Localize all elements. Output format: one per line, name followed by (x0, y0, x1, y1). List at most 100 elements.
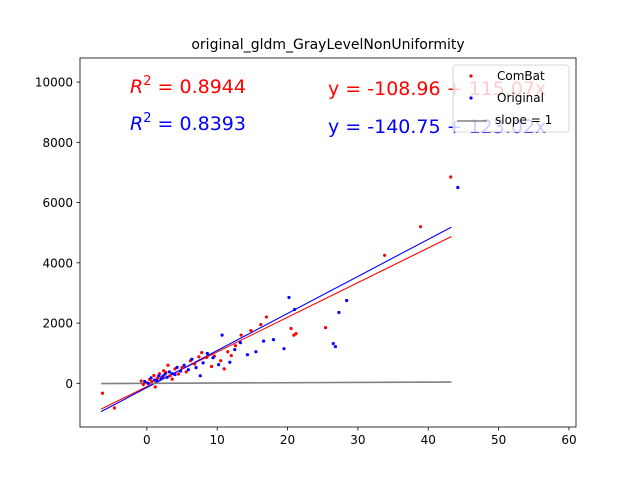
y-tick-label: 4000 (42, 256, 73, 270)
data-point-original (271, 338, 276, 342)
y-tick-label: 2000 (42, 317, 73, 331)
data-point-combat (141, 382, 145, 387)
x-tick-label: 40 (421, 433, 436, 447)
fit-line-3 (100, 226, 452, 413)
x-tick-label: 60 (561, 433, 576, 447)
x-tick-label: 10 (210, 433, 225, 447)
data-point-original (161, 374, 165, 378)
data-point-original (155, 379, 159, 383)
data-point-combat (150, 379, 154, 384)
data-point-combat (229, 354, 233, 358)
data-point-original (331, 341, 335, 346)
data-point-combat (153, 385, 157, 389)
data-point-combat (259, 322, 263, 327)
data-point-original (163, 372, 167, 376)
data-point-original (337, 310, 341, 315)
data-point-combat (200, 350, 204, 355)
data-point-original (173, 372, 177, 377)
data-point-combat (176, 372, 181, 376)
data-point-combat (449, 175, 453, 179)
data-point-combat (249, 329, 253, 333)
chart-title: original_gldm_GrayLevelNonUniformity (191, 37, 464, 53)
data-point-original (170, 372, 174, 376)
data-point-combat (209, 364, 214, 369)
data-point-combat (197, 355, 201, 359)
y-tick-label: 6000 (42, 196, 73, 210)
data-point-combat (323, 325, 328, 330)
annotation-r2-combat: R2 = 0.8944 (130, 74, 246, 98)
data-point-original (333, 344, 337, 349)
data-point-combat (205, 355, 209, 360)
x-tick-label: 50 (491, 433, 506, 447)
data-point-combat (155, 376, 159, 380)
data-point-combat (152, 373, 156, 378)
data-point-combat (139, 379, 143, 383)
data-point-original (254, 350, 258, 354)
data-point-original (165, 375, 169, 379)
legend-label: slope = 1 (495, 113, 552, 127)
data-point-original (194, 366, 198, 370)
data-point-original (262, 339, 266, 343)
axes: 0 10 20 30 40 50 60 0 2000 4000 6000 8000 10000 (35, 57, 577, 447)
data-point-original (287, 295, 291, 300)
legend-box (452, 64, 570, 133)
data-point-combat (193, 362, 197, 366)
reference-line-slope-1 (101, 381, 452, 385)
data-point-original (345, 298, 349, 303)
data-point-original (201, 361, 205, 365)
data-point-original (182, 363, 186, 367)
data-point-combat (112, 406, 117, 410)
data-point-original (205, 351, 209, 356)
y-tick-label: 0 (65, 377, 73, 391)
data-point-original (190, 357, 194, 361)
data-point-original (233, 347, 237, 352)
data-point-original (167, 370, 171, 374)
data-point-original (143, 379, 147, 384)
data-point-combat (184, 370, 188, 374)
data-point-original (216, 363, 221, 367)
axes-frame (79, 57, 577, 428)
data-point-original (149, 376, 153, 380)
annotation-r2-original: R2 = 0.8393 (130, 111, 246, 135)
data-point-original (198, 374, 202, 378)
data-point-original (159, 377, 163, 381)
data-point-original (238, 341, 243, 345)
data-point-combat (383, 253, 387, 257)
data-point-combat (219, 359, 223, 363)
data-point-combat (170, 377, 174, 381)
data-point-combat (180, 366, 184, 370)
data-point-original (228, 360, 232, 364)
y-tick-label: 8000 (42, 136, 73, 150)
data-point-original (292, 307, 297, 312)
x-tick-label: 20 (280, 433, 295, 447)
legend-label: ComBat (497, 69, 545, 83)
data-point-original (179, 369, 183, 373)
data-point-combat (418, 225, 423, 229)
legend-marker-combat (469, 74, 473, 78)
data-point-combat (222, 367, 226, 371)
data-point-original (211, 356, 215, 360)
data-point-original (186, 368, 190, 372)
data-point-combat (233, 344, 238, 348)
data-point-combat (239, 333, 243, 337)
data-point-combat (294, 332, 298, 336)
data-point-original (220, 333, 224, 337)
legend: ComBat Original slope = 1 (452, 64, 570, 133)
plot-clip-group (100, 175, 460, 413)
data-point-combat (226, 350, 230, 354)
y-tick-label: 10000 (35, 76, 73, 90)
data-point-original (456, 185, 460, 190)
data-point-original (157, 374, 161, 378)
legend-marker-original (469, 96, 473, 100)
legend-label: Original (497, 91, 544, 105)
data-point-combat (166, 363, 170, 367)
data-point-combat (162, 369, 166, 373)
data-point-original (282, 347, 286, 351)
data-point-combat (100, 391, 105, 395)
data-point-combat (264, 315, 269, 319)
x-tick-label: 30 (350, 433, 365, 447)
data-point-original (146, 381, 150, 385)
plot-area (100, 175, 460, 413)
data-point-original (245, 353, 250, 357)
